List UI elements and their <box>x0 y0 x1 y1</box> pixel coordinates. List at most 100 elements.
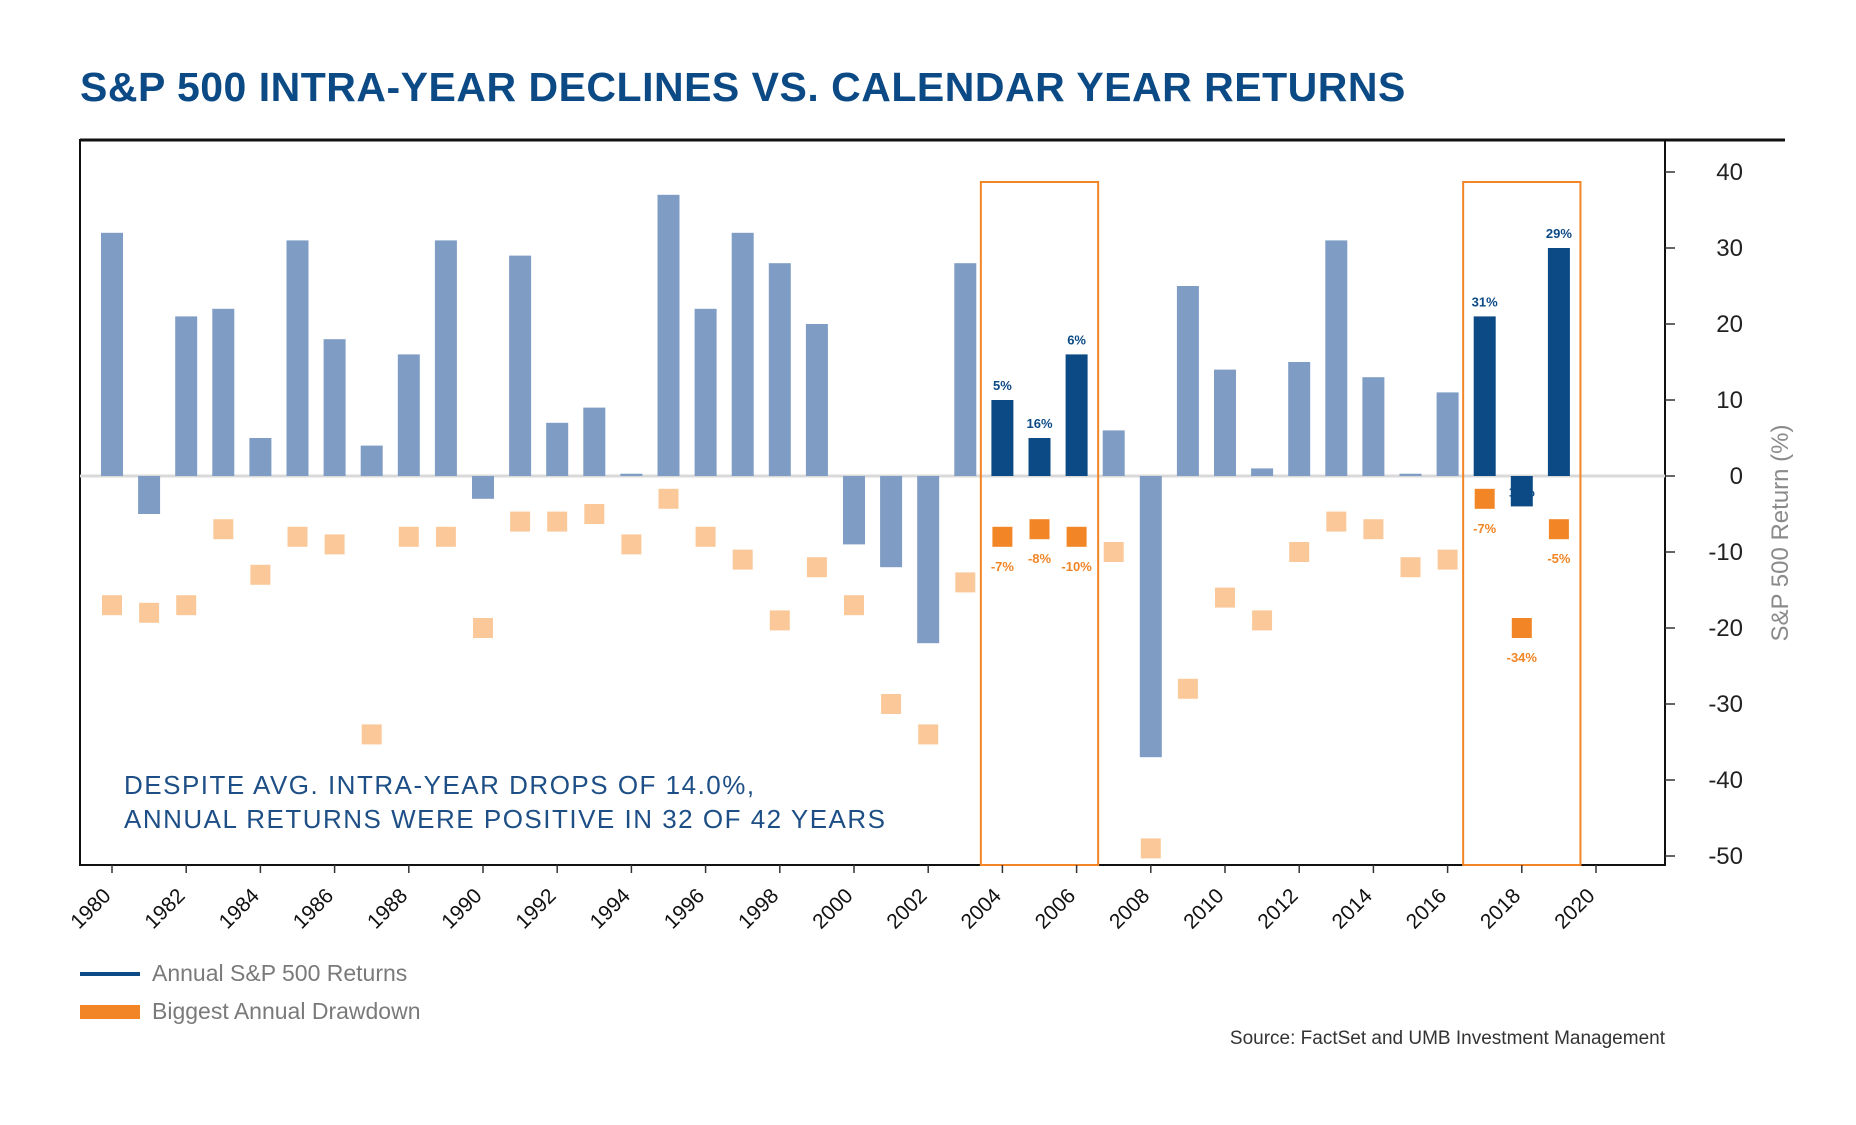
drawdown-marker-2014 <box>1363 519 1384 540</box>
x-tick-label-2000: 2000 <box>808 884 857 933</box>
drawdown-marker-1984 <box>250 564 271 585</box>
drawdown-marker-1999 <box>806 557 827 578</box>
chart-title: S&P 500 INTRA-YEAR DECLINES VS. CALENDAR… <box>80 64 1406 110</box>
x-tick-label-2014: 2014 <box>1328 884 1378 934</box>
callout-line-1: DESPITE AVG. INTRA-YEAR DROPS OF 14.0%, <box>124 770 756 800</box>
drawdown-marker-1997 <box>732 549 753 570</box>
bar-2002 <box>917 476 940 644</box>
data-label-2004-drawdown: -7% <box>991 559 1015 574</box>
x-tick-label-1982: 1982 <box>140 884 189 933</box>
bar-1984 <box>249 438 272 476</box>
x-tick-label-2008: 2008 <box>1105 884 1154 933</box>
x-tick-label-1984: 1984 <box>215 884 265 934</box>
drawdown-marker-2012 <box>1289 542 1310 562</box>
x-tick-label-1992: 1992 <box>511 884 560 933</box>
drawdown-marker-1992 <box>547 511 568 532</box>
bar-2014 <box>1362 377 1385 476</box>
bar-2009 <box>1176 286 1199 476</box>
x-tick-label-2002: 2002 <box>882 884 931 933</box>
drawdown-marker-1995 <box>658 488 679 509</box>
bar-1998 <box>768 263 791 476</box>
bar-2011 <box>1251 468 1274 476</box>
drawdown-marker-1981 <box>139 602 160 623</box>
drawdown-marker-2006 <box>1066 526 1087 547</box>
drawdown-marker-2003 <box>955 572 976 593</box>
drawdown-marker-2004 <box>992 526 1013 547</box>
plot-border <box>79 139 1666 866</box>
bar-2007 <box>1102 430 1125 476</box>
drawdown-marker-2001 <box>881 694 902 714</box>
data-label-2017-drawdown: -7% <box>1473 521 1497 536</box>
data-label-2005-drawdown: -8% <box>1028 551 1052 566</box>
drawdown-marker-2016 <box>1437 549 1458 570</box>
x-tick-label-2018: 2018 <box>1476 884 1525 933</box>
data-label-2018-return: 18% <box>1509 484 1535 499</box>
drawdown-markers <box>102 488 1569 859</box>
legend-returns-swatch <box>80 971 140 976</box>
x-tick-label-2016: 2016 <box>1402 884 1451 933</box>
legend-returns: Annual S&P 500 Returns <box>80 960 407 987</box>
drawdown-marker-2018 <box>1511 618 1532 638</box>
x-tick-label-1986: 1986 <box>289 884 338 933</box>
drawdown-marker-2011 <box>1252 610 1273 631</box>
bar-2004 <box>991 400 1014 476</box>
drawdown-marker-2000 <box>844 595 864 616</box>
bar-2005 <box>1028 438 1051 476</box>
data-label-2018-drawdown: -34% <box>1507 650 1538 665</box>
bar-2016 <box>1436 392 1459 476</box>
drawdown-marker-1988 <box>398 526 419 547</box>
drawdown-marker-2008 <box>1140 838 1161 859</box>
drawdown-marker-2005 <box>1029 519 1050 540</box>
drawdown-marker-1996 <box>695 526 716 547</box>
legend-drawdown: Biggest Annual Drawdown <box>80 998 421 1025</box>
bar-2001 <box>880 476 903 568</box>
x-tick-label-1996: 1996 <box>660 884 709 933</box>
drawdown-marker-1991 <box>510 511 531 532</box>
bar-2006 <box>1065 354 1088 476</box>
y-axis: 40 30 20 10 0 -10 -20 -30 -40 -50 <box>1665 159 1743 870</box>
data-label-2006-drawdown: -10% <box>1061 559 1092 574</box>
bar-2008 <box>1139 476 1162 758</box>
bar-1993 <box>583 407 606 476</box>
bar-1992 <box>546 422 569 476</box>
bar-1996 <box>694 308 717 476</box>
drawdown-marker-1985 <box>287 526 308 547</box>
drawdown-marker-1998 <box>769 610 790 631</box>
bar-1989 <box>434 240 457 476</box>
y-axis-label: S&P 500 Return (%) <box>1767 425 1794 642</box>
drawdown-marker-2010 <box>1215 587 1235 608</box>
data-label-2006-return: 6% <box>1067 332 1086 347</box>
bar-1997 <box>731 232 754 476</box>
drawdown-marker-2009 <box>1177 678 1198 699</box>
x-tick-label-1998: 1998 <box>734 884 783 933</box>
bar-1995 <box>657 194 680 477</box>
y-tick-label-20: 20 <box>1716 311 1743 338</box>
drawdown-marker-1989 <box>435 526 456 547</box>
bar-2000 <box>843 476 865 545</box>
bar-2017 <box>1473 316 1496 476</box>
bar-2003 <box>954 263 977 476</box>
x-axis: 1980 1982 1984 1986 1988 1990 1992 1994 1996 1998… <box>66 865 1600 934</box>
bar-1986 <box>323 339 346 476</box>
x-tick-label-2012: 2012 <box>1253 884 1302 933</box>
data-label-2005-return: 16% <box>1026 416 1052 431</box>
highlight-box-1 <box>979 181 1100 866</box>
drawdown-marker-1986 <box>324 534 345 555</box>
bar-2015 <box>1399 473 1422 476</box>
bar-1983 <box>212 308 235 476</box>
bar-2019 <box>1547 248 1570 476</box>
y-tick-label--50: -50 <box>1708 843 1743 870</box>
drawdown-marker-2015 <box>1400 557 1421 578</box>
y-tick-label-0: 0 <box>1730 463 1743 490</box>
bar-1994 <box>620 473 643 476</box>
drawdown-marker-1983 <box>213 519 234 540</box>
data-labels: 5% 16% 6% 31% 18% 29% -7% -8% -10% -7% -34% -5% <box>991 226 1573 665</box>
y-tick-label--30: -30 <box>1708 691 1743 718</box>
drawdown-marker-1994 <box>621 534 642 555</box>
legend-drawdown-label: Biggest Annual Drawdown <box>152 998 421 1024</box>
data-label-2019-drawdown: -5% <box>1547 551 1571 566</box>
y-tick-label-30: 30 <box>1716 235 1743 262</box>
bar-2013 <box>1325 240 1348 476</box>
y-tick-label--10: -10 <box>1708 539 1743 566</box>
